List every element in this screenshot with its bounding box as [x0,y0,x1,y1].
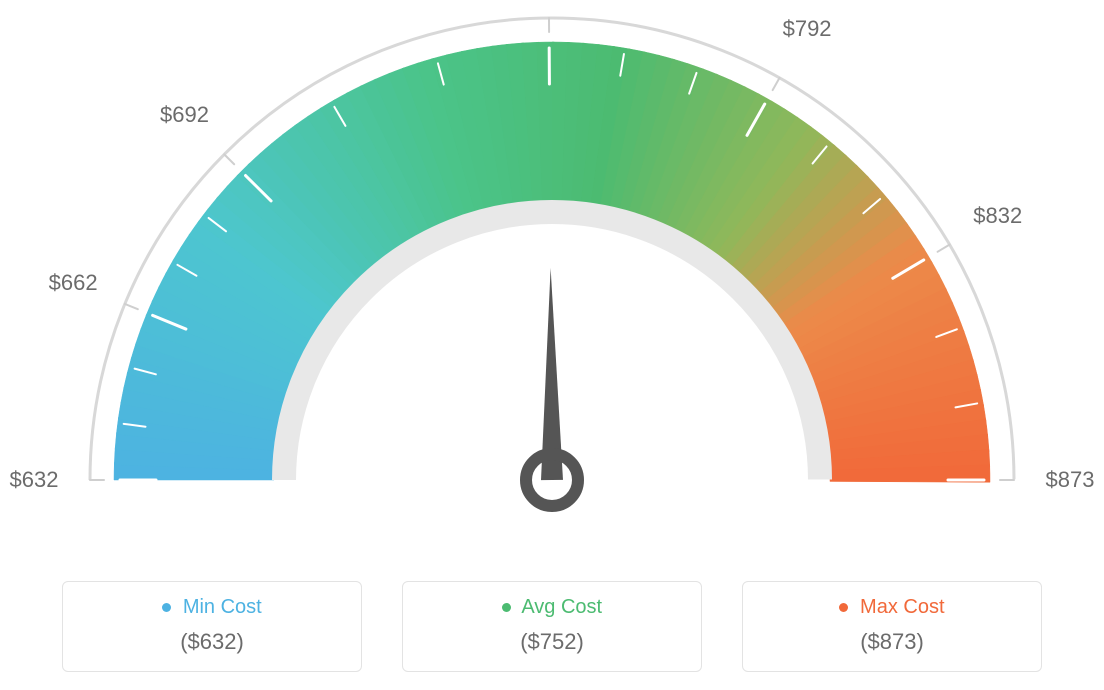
gauge-tick-label: $792 [783,16,832,42]
legend-max-dot [839,603,848,612]
gauge-svg [0,0,1104,560]
legend-avg-label: Avg Cost [521,596,602,618]
legend-max-value: ($873) [743,629,1041,655]
legend-max-box: Max Cost ($873) [742,581,1042,672]
legend-min-label: Min Cost [183,596,262,618]
gauge-chart: $632$662$692$752$792$832$873 [0,0,1104,560]
legend-min-title: Min Cost [63,596,361,619]
gauge-tick-label: $692 [160,102,209,128]
legend-row: Min Cost ($632) Avg Cost ($752) Max Cost… [0,581,1104,672]
legend-avg-dot [502,603,511,612]
legend-max-title: Max Cost [743,596,1041,619]
legend-avg-value: ($752) [403,629,701,655]
legend-min-value: ($632) [63,629,361,655]
gauge-tick-label: $632 [10,467,59,493]
legend-avg-title: Avg Cost [403,596,701,619]
legend-avg-box: Avg Cost ($752) [402,581,702,672]
legend-max-label: Max Cost [860,596,944,618]
gauge-tick-label: $873 [1046,467,1095,493]
gauge-tick-label: $832 [973,203,1022,229]
gauge-tick-label: $662 [49,270,98,296]
legend-min-box: Min Cost ($632) [62,581,362,672]
legend-min-dot [162,603,171,612]
